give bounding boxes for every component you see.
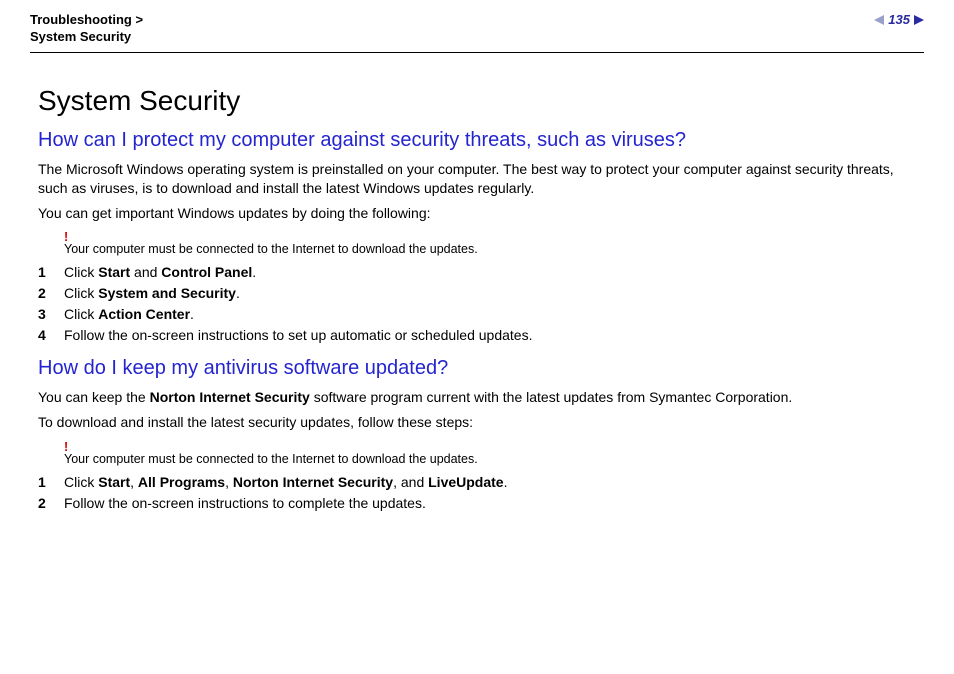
step-item: 1Click Start, All Programs, Norton Inter… [38, 474, 916, 490]
page-header: Troubleshooting > System Security 135 [30, 12, 924, 53]
prev-page-icon[interactable] [874, 15, 884, 25]
section1-p1: The Microsoft Windows operating system i… [38, 160, 916, 198]
page-number: 135 [888, 12, 910, 27]
step-text: Follow the on-screen instructions to set… [64, 327, 532, 343]
section1-note: ! Your computer must be connected to the… [64, 230, 916, 256]
page: Troubleshooting > System Security 135 Sy… [0, 0, 954, 511]
section2-steps: 1Click Start, All Programs, Norton Inter… [38, 474, 916, 511]
section2-heading: How do I keep my antivirus software upda… [38, 357, 916, 380]
section2-p2: To download and install the latest secur… [38, 413, 916, 432]
step-text: Follow the on-screen instructions to com… [64, 495, 426, 511]
section2-p1-post: software program current with the latest… [310, 389, 792, 405]
step-item: 2Click System and Security. [38, 285, 916, 301]
step-number: 4 [38, 327, 64, 343]
section1-note-text: Your computer must be connected to the I… [64, 242, 478, 256]
section2-p1-bold: Norton Internet Security [150, 389, 310, 405]
step-item: 3Click Action Center. [38, 306, 916, 322]
section2-p1: You can keep the Norton Internet Securit… [38, 388, 916, 407]
step-number: 3 [38, 306, 64, 322]
page-number-nav: 135 [874, 12, 924, 27]
step-text: Click Start, All Programs, Norton Intern… [64, 474, 507, 490]
next-page-icon[interactable] [914, 15, 924, 25]
section2-note-text: Your computer must be connected to the I… [64, 452, 478, 466]
step-item: 1Click Start and Control Panel. [38, 264, 916, 280]
breadcrumb-separator: > [135, 12, 143, 27]
step-number: 1 [38, 474, 64, 490]
breadcrumb-bottom: System Security [30, 29, 131, 44]
content: System Security How can I protect my com… [30, 53, 924, 511]
breadcrumb-top: Troubleshooting [30, 12, 132, 27]
step-text: Click System and Security. [64, 285, 240, 301]
section1-p2: You can get important Windows updates by… [38, 204, 916, 223]
section1-steps: 1Click Start and Control Panel.2Click Sy… [38, 264, 916, 343]
section2-p1-pre: You can keep the [38, 389, 150, 405]
step-item: 4Follow the on-screen instructions to se… [38, 327, 916, 343]
step-item: 2Follow the on-screen instructions to co… [38, 495, 916, 511]
section2-note: ! Your computer must be connected to the… [64, 440, 916, 466]
page-title: System Security [38, 85, 916, 117]
step-text: Click Start and Control Panel. [64, 264, 256, 280]
section1-heading: How can I protect my computer against se… [38, 129, 916, 152]
step-number: 1 [38, 264, 64, 280]
step-text: Click Action Center. [64, 306, 194, 322]
step-number: 2 [38, 495, 64, 511]
step-number: 2 [38, 285, 64, 301]
breadcrumb: Troubleshooting > System Security [30, 12, 143, 46]
